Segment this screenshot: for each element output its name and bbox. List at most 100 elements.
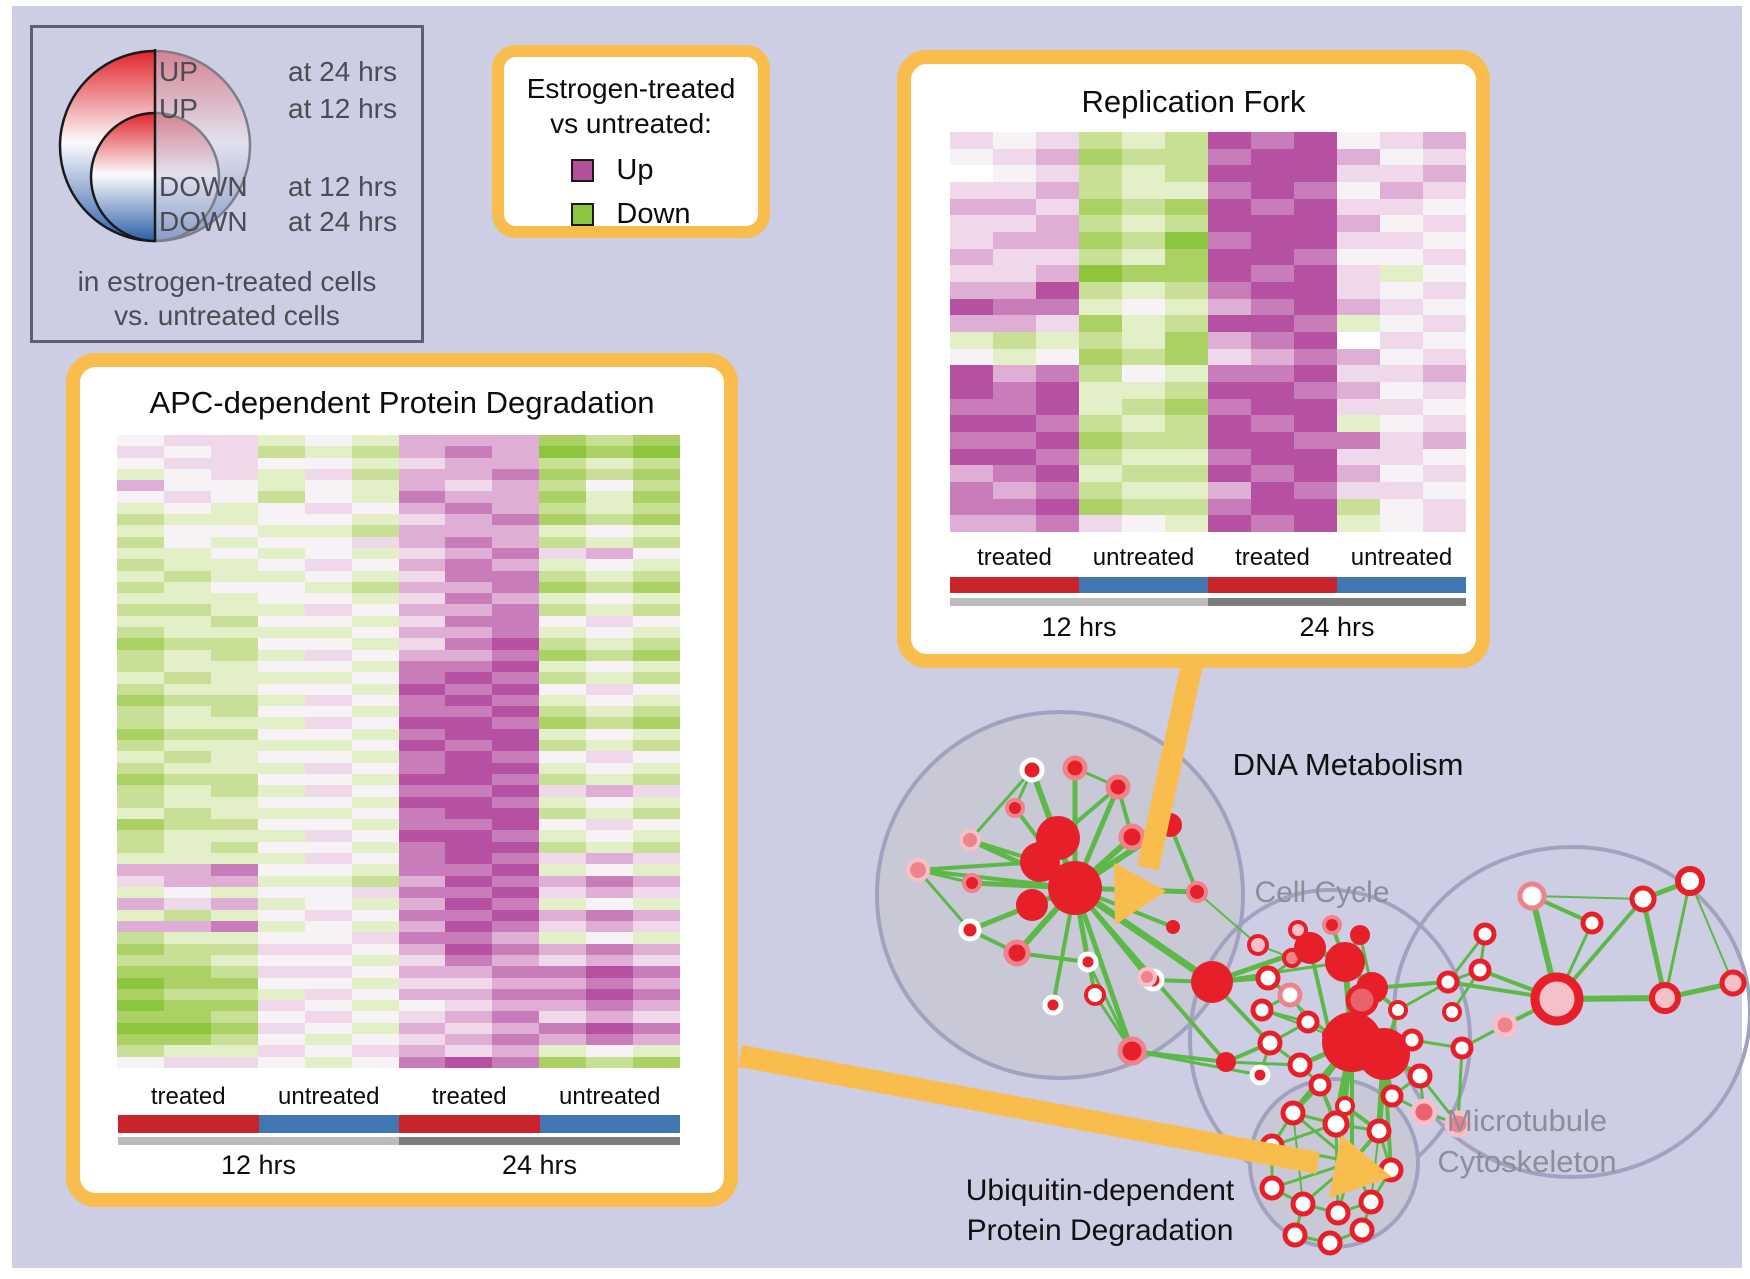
heatmap-cell [445, 841, 493, 854]
network-label: Protein Degradation [967, 1214, 1234, 1247]
time-label: 24 hrs [501, 1150, 578, 1180]
heatmap-cell [633, 751, 680, 763]
heatmap-cell [257, 570, 305, 582]
heatmap-cell [1036, 281, 1079, 299]
heatmap-cell [633, 875, 680, 887]
heatmap-cell [1208, 515, 1251, 532]
heatmap-cell [304, 864, 352, 876]
connector-arrow-head-1 [1114, 863, 1166, 925]
heatmap-cell [210, 1045, 258, 1057]
network-node [1084, 984, 1106, 1006]
updown-legend: UP at 24 hrs UP at 12 hrs DOWN at 12 hrs DOWN a… [30, 25, 424, 343]
heatmap-cell [257, 514, 305, 526]
heatmap-cell [117, 514, 164, 526]
connector-arrow-shaft-2 [737, 1045, 1321, 1174]
heatmap-cell [210, 740, 258, 752]
heatmap-cell [1423, 281, 1466, 299]
heatmap-cell [398, 525, 446, 537]
heatmap-cell [1251, 431, 1294, 449]
heatmap-cell [1294, 198, 1337, 216]
heatmap-cell [586, 559, 634, 571]
heatmap-cell [398, 932, 446, 944]
heatmap-cell [492, 457, 540, 469]
heatmap-cell [351, 819, 399, 831]
condition-group-label: untreated [1350, 544, 1453, 571]
connector-arrow-shaft-1 [1137, 657, 1204, 871]
heatmap-cell [117, 841, 164, 854]
heatmap-cell [210, 1056, 258, 1068]
heatmap-cell [351, 932, 399, 944]
heatmap-cell [1165, 148, 1208, 166]
heatmap-cell [539, 525, 587, 537]
network-edge [968, 768, 1034, 842]
network-node [1277, 982, 1303, 1008]
heatmap-cell [950, 331, 993, 349]
heatmap-cell [257, 864, 305, 876]
heatmap-cell [257, 909, 305, 921]
network-node [1296, 1010, 1320, 1034]
estrogen-legend-item: Up [571, 154, 690, 187]
network-edge [1196, 891, 1259, 946]
heatmap-cell [1251, 231, 1294, 249]
heatmap-cell [539, 920, 587, 933]
heatmap-cell [351, 1056, 399, 1068]
heatmap-cell [445, 593, 493, 605]
heatmap-cell [633, 887, 680, 899]
heatmap-cell [586, 909, 634, 921]
heatmap-cell [492, 446, 540, 458]
heatmap-cell [1036, 398, 1079, 416]
heatmap-cell [398, 1045, 446, 1057]
network-node [1580, 911, 1604, 935]
network-edge [1086, 960, 1134, 1053]
heatmap-cell [398, 966, 446, 978]
heatmap-cell [210, 468, 258, 481]
heatmap-cell [351, 1000, 399, 1012]
heatmap-cell [304, 514, 352, 526]
heatmap-cell [163, 751, 211, 763]
heatmap-cell [117, 762, 164, 774]
heatmap-cell [257, 943, 305, 955]
heatmap-cell [1294, 148, 1337, 166]
heatmap-cell [492, 1034, 540, 1046]
heatmap-cell [445, 468, 493, 481]
heatmap-cell [1294, 165, 1337, 182]
heatmap-cell [210, 920, 258, 933]
heatmap-cell [304, 446, 352, 458]
network-label: DNA Metabolism [1233, 747, 1464, 782]
heatmap-cell [633, 435, 680, 447]
rf-time-labels: 12 hrs 24 hrs [950, 612, 1466, 644]
heatmap-cell [304, 954, 352, 967]
heatmap-cell [117, 491, 164, 503]
heatmap-cell [351, 1045, 399, 1057]
heatmap-cell [539, 830, 587, 842]
updown-legend-text: DOWN [159, 171, 248, 202]
heatmap-cell [633, 480, 680, 492]
heatmap-cell [304, 785, 352, 797]
heatmap-cell [1208, 148, 1251, 166]
heatmap-cell [539, 807, 587, 820]
heatmap-cell [163, 446, 211, 458]
heatmap-cell [539, 1022, 587, 1035]
heatmap-cell [993, 148, 1036, 166]
heatmap-cell [1294, 465, 1337, 482]
heatmap-cell [117, 570, 164, 582]
heatmap-cell [586, 819, 634, 831]
network-node [1358, 1028, 1410, 1080]
replication-fork-panel: Replication Fork treated untreated treated… [897, 50, 1490, 668]
heatmap-cell [210, 875, 258, 887]
heatmap-cell [398, 841, 446, 854]
fade-overlay [155, 49, 253, 243]
heatmap-cell [257, 796, 305, 808]
heatmap-cell [586, 570, 634, 582]
heatmap-cell [950, 215, 993, 232]
heatmap-cell [117, 581, 164, 594]
heatmap-cell [1337, 365, 1380, 382]
heatmap-cell [1165, 181, 1208, 199]
heatmap-cell [351, 1011, 399, 1023]
heatmap-cell [257, 773, 305, 786]
heatmap-cell [304, 1034, 352, 1046]
heatmap-cell [993, 498, 1036, 516]
heatmap-cell [633, 1045, 680, 1057]
heatmap-cell [398, 446, 446, 458]
heatmap-cell [633, 819, 680, 831]
